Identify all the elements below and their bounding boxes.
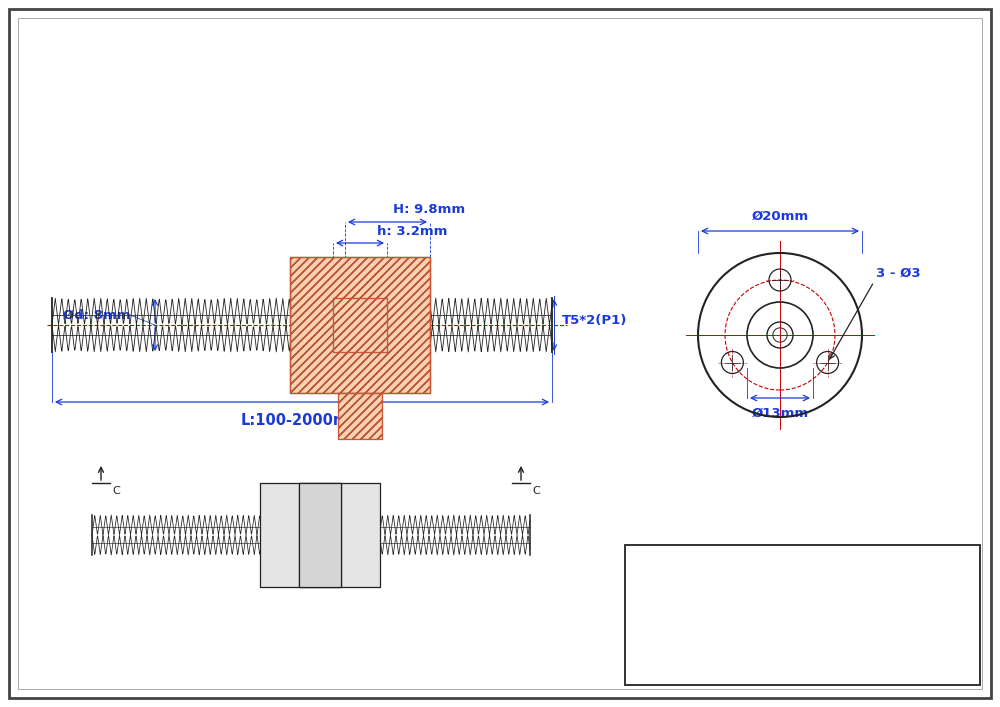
Text: T5*2(P1): T5*2(P1) xyxy=(562,313,627,327)
Polygon shape xyxy=(290,257,430,393)
Text: h: 3.2mm: h: 3.2mm xyxy=(377,225,447,238)
Bar xyxy=(299,483,341,587)
Text: Ø13mm: Ø13mm xyxy=(751,407,809,420)
Text: 3 - Ø3: 3 - Ø3 xyxy=(876,267,921,280)
Text: Brass Nut: Brass Nut xyxy=(749,633,856,653)
Text: Ød: 8mm: Ød: 8mm xyxy=(63,308,131,322)
Text: L:100-2000mm: L:100-2000mm xyxy=(240,413,364,428)
Bar xyxy=(299,483,341,587)
Text: C: C xyxy=(112,486,120,496)
Bar xyxy=(260,483,380,587)
Bar xyxy=(625,545,980,685)
Text: H: 9.8mm: H: 9.8mm xyxy=(393,203,466,216)
Polygon shape xyxy=(338,393,382,439)
Text: Ø20mm: Ø20mm xyxy=(751,210,809,223)
Text: T5 Lead Screw: T5 Lead Screw xyxy=(723,589,882,608)
Text: C: C xyxy=(532,486,540,496)
Polygon shape xyxy=(333,298,387,352)
